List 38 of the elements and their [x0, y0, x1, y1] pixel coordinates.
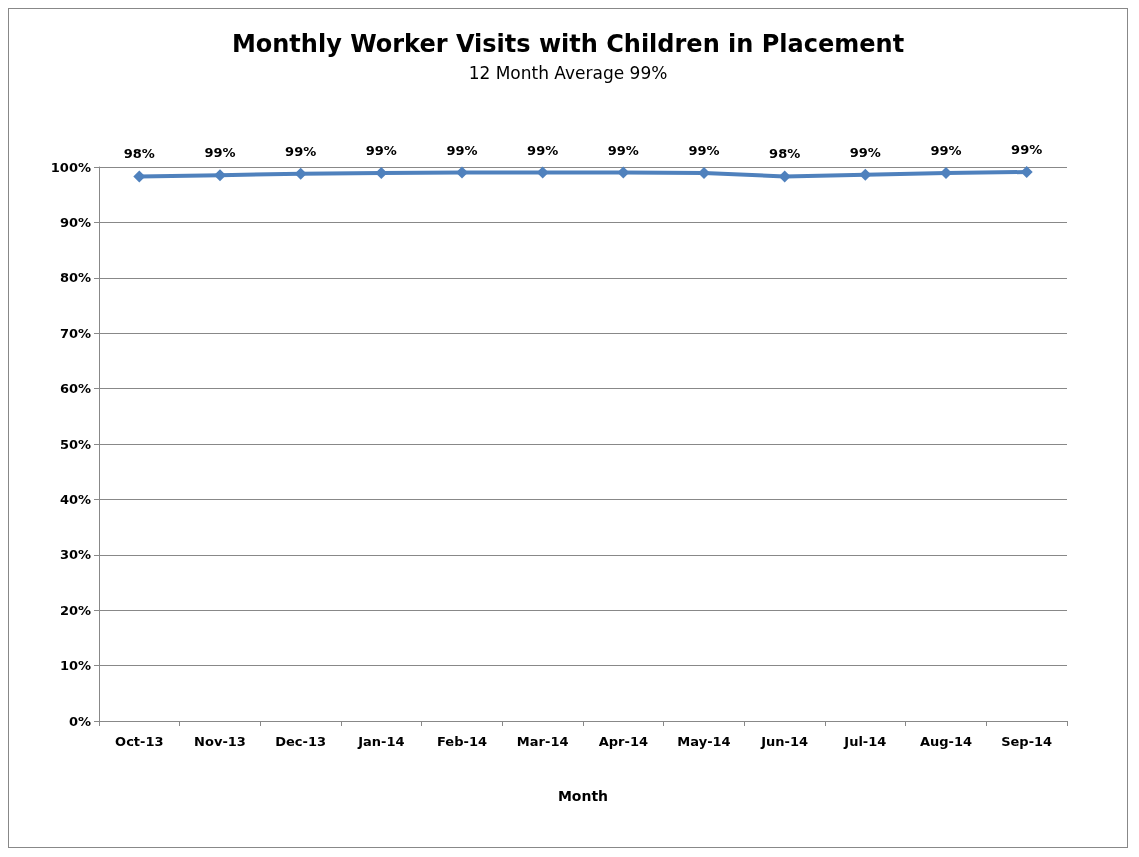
y-tick-label: 60% [59, 381, 91, 397]
chart-title: Monthly Worker Visits with Children in Placement [231, 30, 905, 58]
x-axis-title: Month [557, 788, 609, 804]
x-tick-label: Oct-13 [115, 734, 164, 749]
x-tick-label: Jul-14 [843, 734, 887, 749]
y-tick-label: 90% [59, 214, 91, 230]
data-label: 99% [607, 142, 639, 158]
data-label: 99% [527, 142, 559, 158]
x-tick-label: Mar-14 [516, 734, 569, 749]
data-label: 99% [688, 143, 720, 159]
x-tick-label: Nov-13 [194, 734, 246, 749]
x-tick-label: Jun-14 [760, 734, 809, 749]
data-label: 99% [365, 143, 397, 159]
x-tick-label: Sep-14 [1001, 734, 1053, 749]
data-label: 98% [123, 146, 155, 162]
x-tick-label: Aug-14 [919, 734, 973, 749]
chart-subtitle: 12 Month Average 99% [468, 62, 668, 83]
y-tick-label: 30% [59, 547, 91, 563]
y-tick-label: 50% [59, 436, 91, 452]
data-label: 99% [1011, 141, 1043, 157]
data-label: 99% [930, 143, 962, 159]
x-tick-label: Apr-14 [598, 734, 648, 749]
y-tick-label: 80% [59, 270, 91, 286]
x-tick-label: Feb-14 [437, 734, 487, 749]
x-tick-label: Dec-13 [275, 734, 327, 749]
y-tick-label: 70% [59, 325, 91, 341]
y-tick-label: 20% [59, 602, 91, 618]
x-tick-label: May-14 [677, 734, 731, 749]
y-tick-label: 10% [59, 658, 91, 674]
data-label: 99% [204, 145, 236, 161]
y-tick-label: 40% [59, 491, 91, 507]
data-label: 99% [446, 142, 478, 158]
data-label: 98% [769, 146, 801, 162]
y-tick-label: 100% [50, 159, 91, 175]
x-tick-label: Jan-14 [357, 734, 405, 749]
y-tick-label: 0% [68, 713, 91, 729]
data-label: 99% [285, 143, 317, 159]
data-label: 99% [849, 144, 881, 160]
